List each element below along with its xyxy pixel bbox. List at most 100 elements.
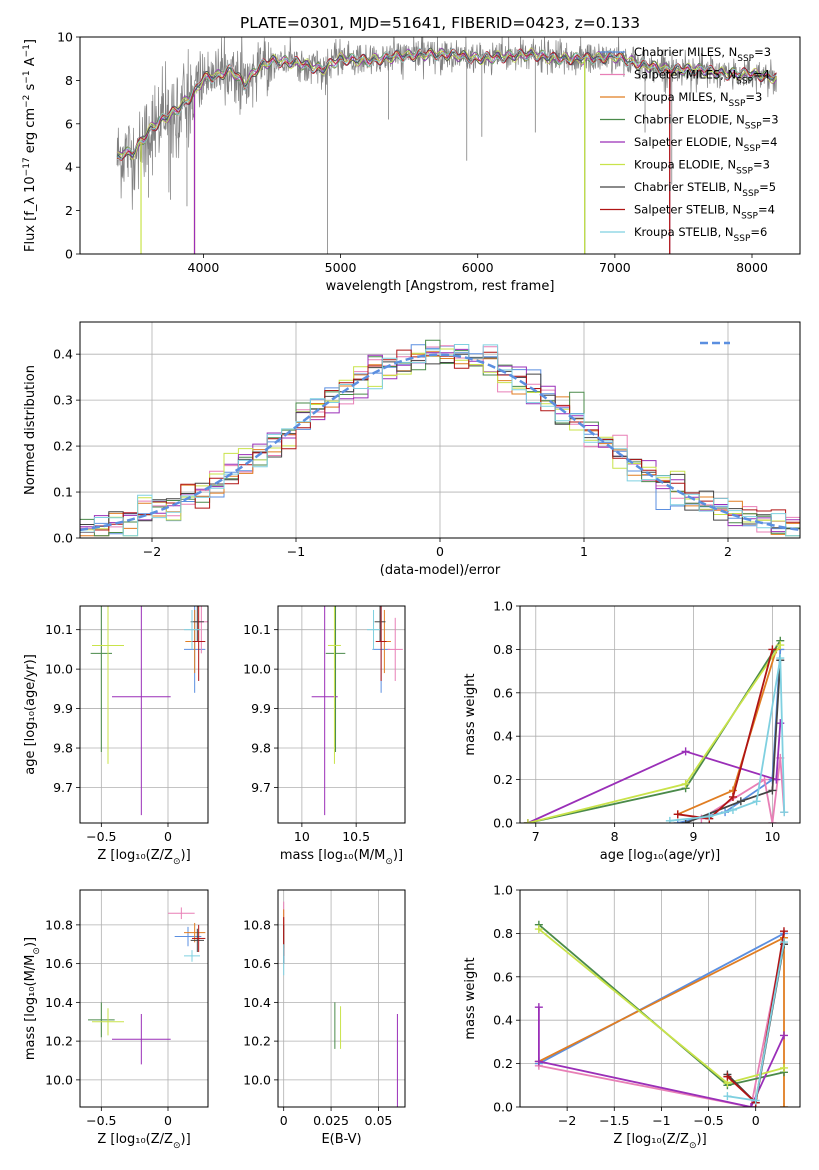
weight-marker: [681, 819, 690, 823]
weight-line: [700, 757, 786, 823]
y-tick-label: 9.7: [53, 780, 73, 795]
weight-line: [538, 1007, 785, 1107]
y-tick-label: 0.8: [493, 926, 513, 941]
weight-marker: [768, 819, 777, 823]
x-tick-label: −0.5: [86, 829, 116, 844]
y-tick-label: 0.2: [53, 439, 73, 454]
x-tick-label: 5000: [325, 260, 357, 275]
weight-marker: [779, 1063, 788, 1072]
weight-line: [538, 932, 785, 1065]
x-tick-label: 2: [724, 544, 732, 559]
y-axis-label: Normed distribution: [23, 365, 38, 495]
x-axis-label: Z [log₁₀(Z/Z⊙)]: [97, 1132, 190, 1151]
axes-frame: [519, 605, 801, 824]
y-tick-label: 10: [57, 30, 73, 45]
y-tick-label: 0.0: [493, 816, 513, 831]
y-tick-label: 1.0: [493, 883, 513, 898]
weight-marker: [779, 1103, 788, 1107]
x-tick-label: 0: [164, 829, 172, 844]
weight-marker: [776, 641, 785, 650]
y-axis-label: mass weight: [463, 673, 478, 755]
y-tick-label: 2: [65, 203, 73, 218]
x-axis-label: Z [log₁₀(Z/Z⊙)]: [97, 848, 190, 867]
y-tick-label: 0.4: [493, 729, 513, 744]
weight-line: [527, 723, 782, 823]
y-tick-label: 0.3: [53, 393, 73, 408]
x-tick-label: 9: [690, 829, 698, 844]
weight-marker: [534, 1057, 543, 1066]
x-tick-label: 10: [294, 829, 310, 844]
y-tick-label: 0.4: [53, 347, 73, 362]
plot-area: [523, 636, 789, 823]
axes-frame: [79, 889, 209, 1108]
x-tick-label: 6000: [462, 260, 494, 275]
weight-marker: [736, 797, 745, 806]
panel-age_vs_mass: 10 10.5 9.7 9.8 9.9 10.0 10.1 mass [log₁₀(M/M⊙)…: [243, 605, 406, 867]
weight-line: [527, 644, 782, 823]
x-tick-label: 0: [752, 1113, 760, 1128]
x-tick-label: 10: [764, 829, 780, 844]
x-tick-label: 8: [611, 829, 619, 844]
x-tick-label: −0.5: [693, 1113, 723, 1128]
y-tick-label: 9.9: [251, 701, 271, 716]
axes-frame: [519, 889, 801, 1108]
y-tick-label: 10.4: [45, 995, 73, 1010]
weight-marker: [751, 1096, 760, 1105]
x-tick-label: −0.5: [86, 1113, 116, 1128]
weight-marker: [681, 779, 690, 788]
x-tick-label: 0: [280, 1113, 288, 1128]
x-axis-label: wavelength [Angstrom, rest frame]: [326, 279, 555, 294]
y-tick-label: 0.6: [493, 685, 513, 700]
model-spectrum: [116, 48, 777, 161]
panel-mass_vs_Z: −0.5 0 10.0 10.2 10.4 10.6 10.8 Z [log₁₀(Z/Z⊙)]…: [23, 889, 209, 1151]
y-tick-label: 1.0: [493, 599, 513, 614]
x-tick-label: 7000: [599, 260, 631, 275]
y-tick-label: 10.4: [243, 995, 271, 1010]
y-tick-label: 0.8: [493, 642, 513, 657]
weight-marker: [776, 654, 785, 663]
x-tick-label: 10.5: [342, 829, 370, 844]
weight-marker: [728, 792, 737, 801]
y-tick-label: 10.8: [45, 917, 73, 932]
y-tick-label: 8: [65, 73, 73, 88]
y-tick-label: 10.0: [45, 662, 73, 677]
y-tick-label: 10.1: [45, 622, 73, 637]
normal-reference-curve: [80, 353, 800, 532]
axes-frame: [79, 36, 801, 255]
weight-line: [527, 640, 782, 823]
y-tick-label: 10.6: [45, 956, 73, 971]
panel-weight_vs_Z: −2 −1.5 −1 −0.5 0 0.0 0.2 0.4 0.6 0.8 1.0 Z [log₁₀(…: [463, 883, 801, 1151]
y-tick-label: 9.9: [53, 701, 73, 716]
y-tick-label: 10.0: [243, 1072, 271, 1087]
y-tick-label: 10.0: [45, 1072, 73, 1087]
y-tick-label: 0.0: [53, 531, 73, 546]
y-tick-label: 10.8: [243, 917, 271, 932]
x-axis-label: mass [log₁₀(M/M⊙)]: [280, 848, 403, 867]
weight-marker: [728, 805, 737, 814]
y-tick-label: 9.8: [53, 741, 73, 756]
y-axis-label: age [log₁₀(age/yr)]: [23, 654, 38, 775]
x-tick-label: −2: [143, 544, 161, 559]
legend-entry: Chabrier STELIB, NSSP=5: [634, 180, 776, 199]
axes-frame: [277, 889, 406, 1108]
y-tick-label: 0.0: [493, 1100, 513, 1115]
weight-marker: [780, 808, 789, 817]
axes-frame: [277, 605, 406, 824]
weight-marker: [665, 816, 674, 823]
x-axis-label: Z [log₁₀(Z/Z⊙)]: [613, 1132, 706, 1151]
weight-marker: [673, 810, 682, 819]
y-tick-label: 10.0: [243, 662, 271, 677]
y-tick-label: 6: [65, 116, 73, 131]
weight-line: [677, 649, 774, 820]
weight-marker: [705, 812, 714, 821]
y-tick-label: 10.6: [243, 956, 271, 971]
weight-marker: [534, 925, 543, 934]
y-axis-label: Flux [f_λ 10−17 erg cm−2 s−1 A−1]: [22, 39, 38, 252]
plot-area: [90, 606, 208, 816]
plot-area: [283, 901, 398, 1107]
plot-area: [311, 606, 403, 816]
y-axis-label: mass weight: [463, 957, 478, 1039]
x-tick-label: 0: [164, 1113, 172, 1128]
